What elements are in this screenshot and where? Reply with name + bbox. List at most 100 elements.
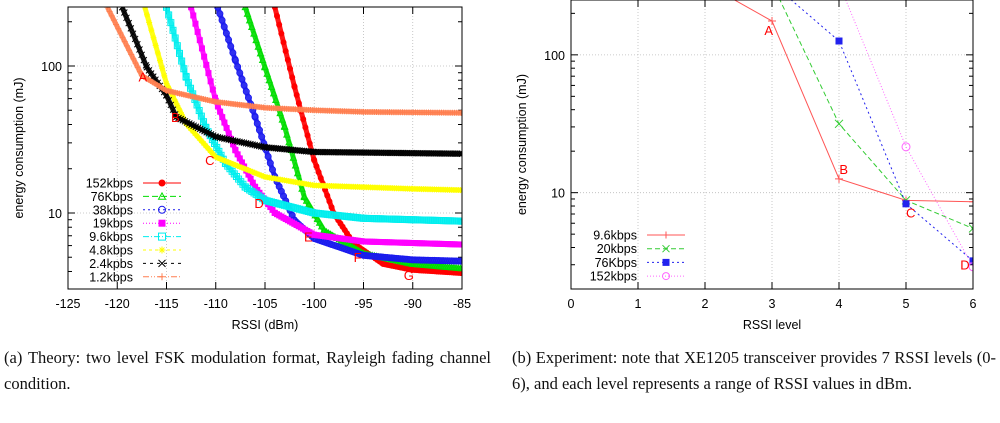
series-152kbps-marker [284,56,291,63]
series-19kbps-marker [223,125,230,132]
series-1-2kbps-marker [459,109,462,116]
series-4-8kbps-marker [227,160,234,167]
series-2-4kpbs-marker [129,30,137,38]
series-2-4kpbs-marker [145,67,153,74]
series-76kbps-marker [283,130,291,138]
series-38kbps-marker [413,256,421,264]
series-9-6kbps-marker [211,140,219,148]
legend-label: 76Kbps [91,190,133,204]
series-1-2kbps-marker [117,30,124,37]
annotation-d: D [254,196,263,211]
series-2-4kpbs-marker [131,35,139,43]
series-76kbps-marker [902,200,910,208]
series-76kbps-marker [245,16,254,24]
series-19kbps-marker [217,108,224,115]
series-76kbps-marker [835,37,843,45]
series-152kbps-marker [280,39,287,46]
series-76kbps-line [790,0,973,262]
series-38kbps-marker [360,251,367,259]
series-9-6kbps-marker [835,174,843,183]
series-38kbps-marker [227,42,235,50]
series-152kbps-marker [311,157,318,164]
annotation-b: B [171,110,180,125]
series-9-6kbps-marker [178,57,186,65]
legend-label: 1.2kbps [89,270,133,284]
series-76kbps [790,0,973,265]
caption-b: (b) Experiment: note that XE1205 transce… [512,348,996,393]
legend-label: 152kbps [86,177,133,191]
series-2-4kpbs-marker [143,63,151,71]
series-38kbps-marker [409,256,417,264]
y-axis-label: energy consumption (mJ) [515,74,529,215]
series-4-8kbps-marker [204,145,211,152]
series-152kbps-marker [306,140,313,147]
series-1-2kbps-marker [128,51,135,58]
series-4-8kbps-marker [159,65,166,72]
series-9-6kbps-marker [165,11,173,19]
series-38kbps-marker [370,252,378,260]
series-layer [733,0,973,272]
plot-frame [67,6,463,290]
series-152kbps-marker [278,30,285,37]
series-38kbps-marker [420,256,428,264]
series-4-8kbps-marker [163,80,170,87]
series-76kbps-marker [285,138,293,146]
series-9-6kbps-marker [272,199,280,207]
series-9-6kbps-marker [213,143,221,151]
series-1-2kbps-marker [106,8,113,15]
series-4-8kbps-marker [178,111,185,118]
series-152kbps-marker [276,21,283,28]
series-38kbps-marker [240,81,248,89]
legend-label: 2.4kpbs [89,257,133,271]
series-2-4kpbs-marker [123,14,130,22]
annotation-d: D [960,258,969,273]
series-38kbps-marker [216,10,224,18]
series-9-6kbps-marker [215,147,223,155]
series-38kbps-marker [366,252,374,260]
series-9-6kbps-marker [261,196,269,204]
series-2-4kpbs-marker [458,150,462,158]
series-2-4kpbs-marker [125,19,133,27]
series-38kbps-marker [392,254,400,262]
y-tick-label: 100 [41,60,62,74]
chart-theory: -125 -120 -115 -110 -105 -100 -95 -90 -85 10 100 RS… [12,6,471,332]
series-4-8kbps-marker [154,50,161,57]
series-2-4kpbs-marker [207,131,215,138]
series-38kbps-marker [258,133,266,141]
legend-label: 9.6kbps [593,229,637,243]
series-38kbps-marker [441,257,449,265]
series-4-8kbps-marker [217,155,224,162]
x-axis-label: RSSI level [743,318,801,332]
series-4-8kbps-marker [258,172,265,179]
series-4-8kbps-marker [187,125,194,132]
chart-experiment: 0 1 2 3 4 5 6 10 100 RSSI level energy consumption… [515,0,977,332]
legend-marker [158,259,166,268]
annotation-c: C [906,205,915,220]
x-tick-label: 0 [568,297,575,311]
annotation-e: E [304,230,313,245]
series-152kbps-marker [315,169,322,176]
series-4-8kbps-marker [207,147,214,154]
series-38kbps-marker [443,257,451,265]
series-38kbps-marker [220,23,228,31]
series-19kbps-marker [236,155,243,162]
series-152kbps-marker [302,124,309,131]
series-152kbps-marker [326,198,333,205]
series-9-6kbps-marker [300,206,308,214]
series-38kbps-marker [433,256,441,264]
series-19kbps-marker [188,7,195,11]
series-19kbps-marker [198,45,205,52]
series-9-6kbps-marker [259,195,267,203]
legend-marker [158,246,166,254]
series-1-2kbps-marker [119,34,126,41]
y-tick-label: 10 [48,207,62,221]
series-4-8kbps-marker [189,128,196,135]
legend-marker [662,244,670,253]
series-38kbps-marker [422,256,430,264]
series-4-8kbps-marker [200,140,207,147]
series-38kbps-marker [244,94,252,102]
legend-marker [158,179,166,187]
series-19kbps-marker [234,151,241,158]
series-4-8kbps-marker [243,166,250,173]
